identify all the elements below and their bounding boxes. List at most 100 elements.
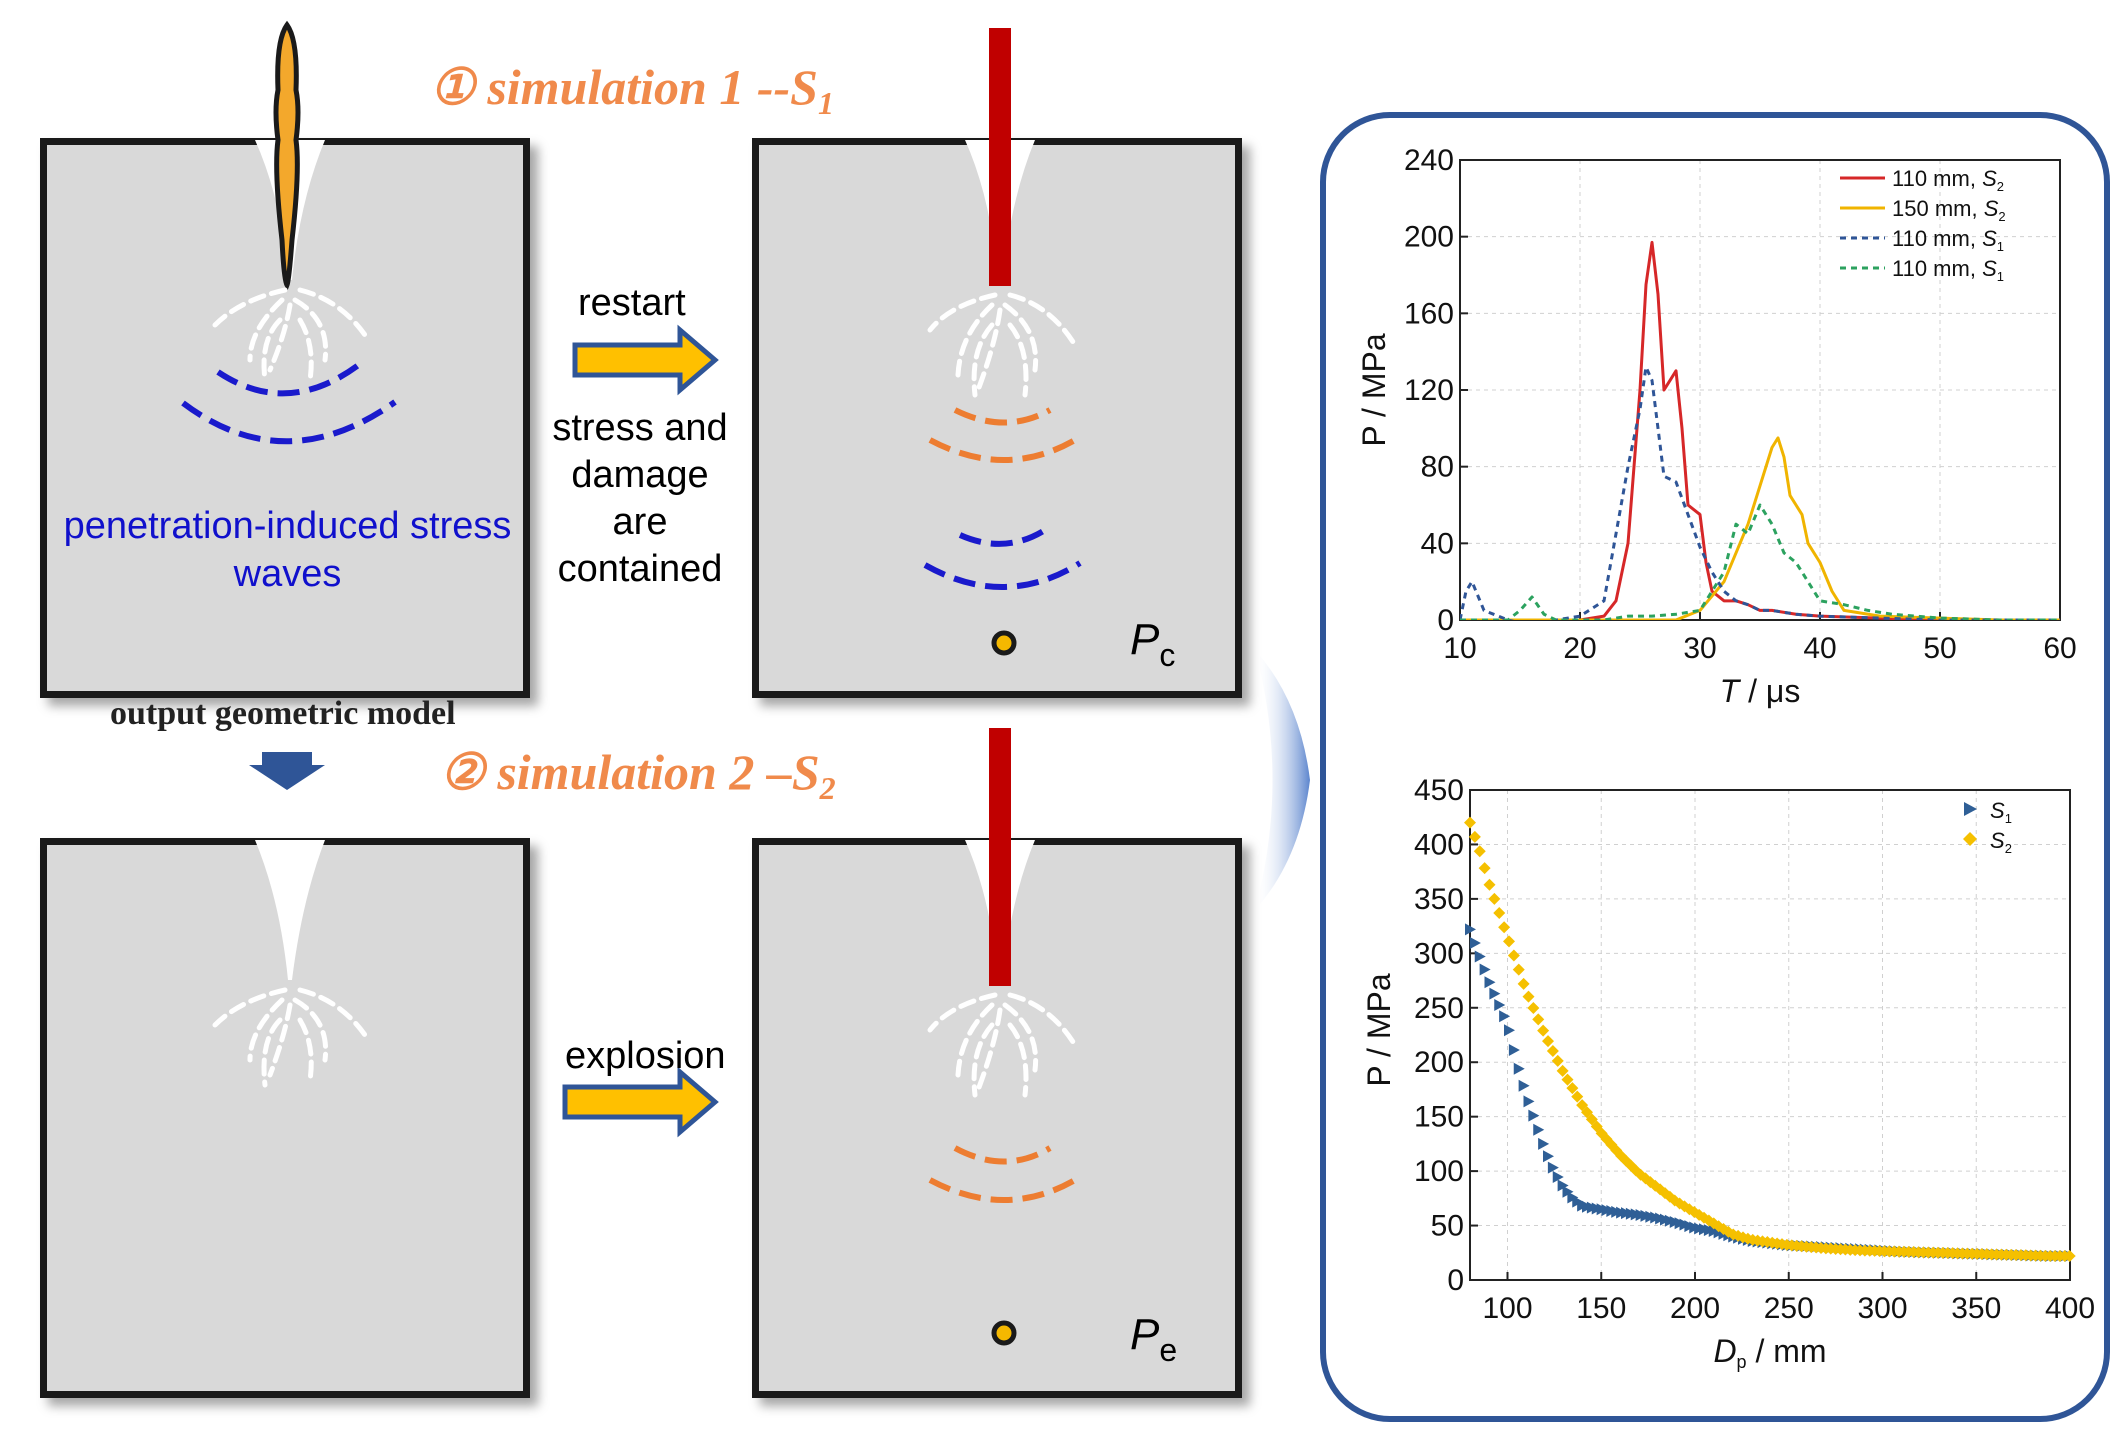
data-marker — [1464, 816, 1476, 829]
y-tick-label: 0 — [1437, 604, 1454, 637]
legend-entry: S1 — [1990, 798, 2012, 826]
stress-wave-orange — [928, 407, 1077, 463]
y-tick-label: 250 — [1414, 992, 1464, 1025]
data-marker — [1488, 892, 1501, 905]
data-marker — [1547, 1161, 1559, 1174]
x-tick-label: 30 — [1683, 632, 1716, 665]
data-marker — [1468, 830, 1481, 843]
data-marker — [1494, 998, 1506, 1011]
data-marker — [1732, 1229, 1745, 1242]
data-marker — [1479, 963, 1491, 976]
x-axis-label: T / μs — [1720, 673, 1801, 709]
y-tick-label: 450 — [1414, 774, 1464, 807]
x-tick-label: 10 — [1443, 632, 1476, 665]
data-marker — [2063, 1250, 2076, 1263]
projectile-rod — [989, 728, 1011, 986]
data-marker — [1659, 1187, 1671, 1200]
crack-pattern — [927, 992, 1078, 1098]
y-tick-label: 150 — [1414, 1101, 1464, 1134]
data-marker — [1673, 1197, 1686, 1210]
y-tick-label: 160 — [1404, 297, 1454, 330]
y-tick-label: 120 — [1404, 374, 1454, 407]
data-marker — [1717, 1223, 1730, 1236]
y-tick-label: 400 — [1414, 828, 1464, 861]
y-tick-label: 300 — [1414, 937, 1464, 970]
y-tick-label: 100 — [1414, 1155, 1464, 1188]
x-tick-label: 200 — [1670, 1292, 1720, 1325]
series-line-2 — [1460, 436, 2060, 620]
crack-pattern — [927, 292, 1078, 398]
data-marker — [1489, 987, 1501, 1000]
data-marker — [1537, 1024, 1550, 1037]
data-marker — [1517, 977, 1530, 990]
data-marker — [1493, 907, 1506, 920]
data-marker — [1523, 1095, 1535, 1108]
gauge-point-pe — [991, 1320, 1017, 1346]
data-marker — [1498, 921, 1511, 934]
data-marker — [1576, 1099, 1589, 1112]
y-axis-label: P / MPa — [1361, 973, 1397, 1086]
series-line-4 — [1460, 503, 2060, 620]
series-line-3 — [1460, 365, 2060, 620]
data-marker — [1562, 1185, 1574, 1198]
simulation-2-title: ② simulation 2 –S2 — [440, 744, 836, 806]
legend-entry: 150 mm, S2 — [1892, 196, 2006, 224]
data-marker — [1546, 1045, 1559, 1058]
data-marker — [1508, 1044, 1520, 1057]
simulation-1-title: ① simulation 1 --S1 — [430, 59, 834, 121]
explosion-label: explosion — [565, 1035, 726, 1077]
y-tick-label: 80 — [1421, 451, 1454, 484]
data-marker — [1504, 1024, 1515, 1037]
stress-wave-blue — [923, 527, 1082, 590]
x-tick-label: 300 — [1857, 1292, 1907, 1325]
data-marker — [1542, 1035, 1554, 1048]
y-tick-label: 200 — [1414, 1046, 1464, 1079]
data-marker — [1518, 1079, 1530, 1092]
data-marker — [1552, 1170, 1564, 1183]
data-marker — [1698, 1211, 1710, 1224]
data-marker — [1561, 1073, 1574, 1086]
data-marker — [1556, 1064, 1569, 1077]
x-tick-label: 20 — [1563, 632, 1596, 665]
legend-entry: 110 mm, S1 — [1892, 256, 2004, 284]
x-axis-label: Dp / mm — [1713, 1333, 1826, 1372]
data-marker — [1527, 1001, 1540, 1014]
x-tick-label: 400 — [2045, 1292, 2095, 1325]
y-tick-label: 40 — [1421, 527, 1454, 560]
pressure-time-chart: 10 20 30 40 50 60 0 40 80 120 160 200 240 P / MPa T / … — [1356, 144, 2077, 709]
data-marker — [1513, 1062, 1525, 1075]
data-marker — [1543, 1150, 1554, 1163]
legend-entry: S2 — [1990, 828, 2012, 856]
pressure-distance-chart: 100 150 200 250 300 350 400 0 50 100 150 200 250 300 3… — [1361, 774, 2095, 1372]
target-block-geometric-model — [40, 838, 530, 1398]
legend-marker — [1964, 802, 1977, 816]
explosion-arrow-icon — [562, 1066, 719, 1138]
output-geometric-model-label: output geometric model — [110, 695, 456, 732]
series-markers-1 — [1465, 923, 2076, 1263]
legend-marker — [1963, 832, 1977, 846]
x-tick-label: 100 — [1482, 1292, 1532, 1325]
data-marker — [1566, 1082, 1579, 1095]
series-markers-2 — [1464, 816, 2076, 1263]
data-marker — [1551, 1054, 1564, 1067]
link-arrow-icon — [1255, 650, 1310, 910]
data-marker — [1469, 936, 1481, 949]
y-tick-label: 200 — [1404, 221, 1454, 254]
x-tick-label: 150 — [1576, 1292, 1626, 1325]
data-marker — [1649, 1179, 1662, 1192]
x-tick-label: 50 — [1923, 632, 1956, 665]
pc-label: Pc — [1130, 615, 1176, 673]
down-arrow-icon — [249, 752, 325, 790]
y-axis-label: P / MPa — [1356, 333, 1392, 446]
y-tick-label: 0 — [1447, 1264, 1464, 1297]
restart-arrow-icon — [572, 324, 719, 396]
series-line-1 — [1460, 240, 2060, 620]
x-tick-label: 40 — [1803, 632, 1836, 665]
projectile-rod — [989, 28, 1011, 286]
data-marker — [1532, 1013, 1545, 1026]
data-marker — [1557, 1179, 1569, 1192]
data-marker — [1522, 990, 1535, 1003]
crater-shape — [255, 840, 325, 980]
data-marker — [1473, 845, 1486, 858]
diagram-graphics — [181, 20, 1310, 1346]
